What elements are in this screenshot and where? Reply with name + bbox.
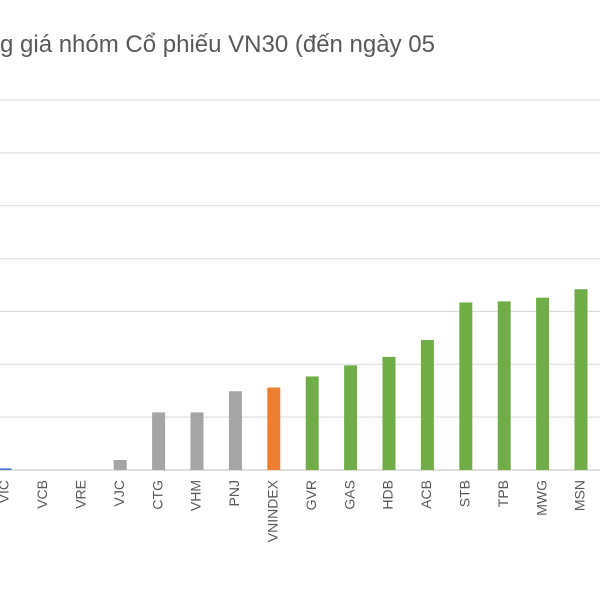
x-tick-label: CTG — [149, 480, 165, 510]
x-tick-label: VRE — [73, 480, 89, 509]
bar — [574, 289, 588, 470]
x-tick-label: VJC — [111, 480, 127, 506]
bar — [113, 459, 127, 470]
x-tick-label: VCB — [34, 480, 50, 509]
x-tick-label: PNJ — [226, 480, 242, 506]
x-tick-label: TPB — [495, 480, 511, 507]
x-tick-label: GAS — [341, 480, 357, 510]
x-tick-label: VHM — [188, 480, 204, 511]
x-tick-label: GVR — [303, 480, 319, 510]
bar — [228, 391, 242, 470]
x-tick-label: STB — [457, 480, 473, 507]
bar — [459, 302, 473, 470]
bar — [190, 412, 204, 470]
x-tick-label: HDB — [380, 480, 396, 510]
bar — [152, 412, 166, 470]
x-tick-label: MWG — [533, 480, 549, 516]
x-tick-label: VNINDEX — [265, 479, 281, 542]
x-tick-label: VIC — [0, 480, 12, 503]
bar — [382, 356, 396, 470]
bar — [344, 365, 358, 470]
bar — [420, 339, 434, 470]
bar — [497, 301, 511, 470]
bar — [536, 297, 550, 470]
bar — [267, 387, 281, 470]
x-tick-label: MSN — [572, 480, 588, 511]
chart-title: g giá nhóm Cổ phiếu VN30 (đến ngày 05 — [0, 31, 435, 58]
x-tick-label: ACB — [418, 480, 434, 509]
bar — [305, 376, 319, 470]
bar — [0, 468, 12, 470]
